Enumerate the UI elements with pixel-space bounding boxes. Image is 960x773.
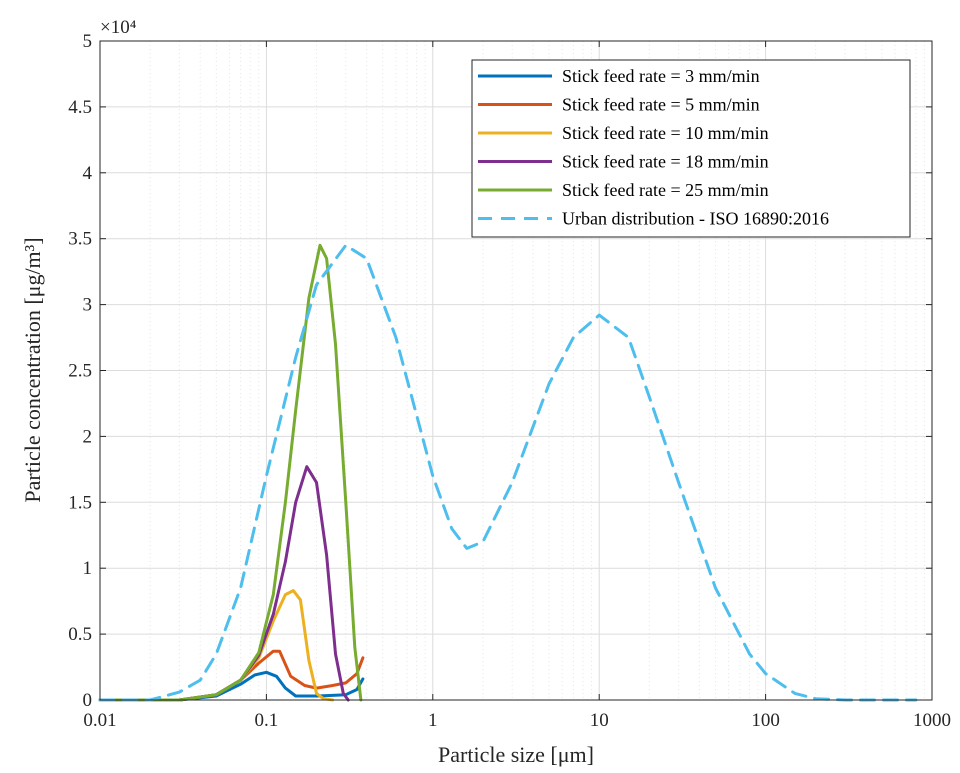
- legend-box: [471, 59, 911, 238]
- series-line-6: [98, 243, 918, 702]
- y-tick-label: 3.5: [68, 229, 92, 250]
- x-tick-label: 10: [590, 710, 609, 731]
- legend-label: Stick feed rate = 18 mm/min: [562, 152, 769, 172]
- legend: Stick feed rate = 3 mm/min Stick feed rat…: [471, 59, 911, 238]
- y-tick-label: 2: [83, 426, 93, 447]
- legend-label: Stick feed rate = 3 mm/min: [562, 66, 760, 86]
- legend-label: Stick feed rate = 5 mm/min: [562, 95, 760, 115]
- y-tick-label: 4: [83, 163, 93, 184]
- axis-ticks: 0.01 0.1 1 10 100 1000 0 0.5 1 1.5 2 2.5 3 3.5 4 4.5 5: [68, 31, 951, 731]
- legend-label: Stick feed rate = 25 mm/min: [562, 180, 769, 200]
- y-tick-label: 0: [83, 690, 93, 711]
- legend-label: Urban distribution - ISO 16890:2016: [562, 209, 829, 229]
- x-tick-label: 100: [751, 710, 780, 731]
- x-tick-label: 0.01: [83, 710, 116, 731]
- y-tick-label: 2.5: [68, 361, 92, 382]
- legend-label: Stick feed rate = 10 mm/min: [562, 123, 769, 143]
- series-lines: [98, 243, 918, 702]
- y-tick-label: 4.5: [68, 97, 92, 118]
- x-tick-label: 1: [428, 710, 438, 731]
- y-tick-label: 3: [83, 295, 93, 316]
- y-exponent-label: ×10⁴: [100, 17, 137, 38]
- y-axis-label: Particle concentration [μg/m³]: [20, 237, 45, 502]
- y-tick-label: 0.5: [68, 624, 92, 645]
- x-tick-label: 0.1: [255, 710, 279, 731]
- y-tick-label: 1: [83, 558, 93, 579]
- series-line-5: [98, 243, 363, 702]
- y-tick-label: 1.5: [68, 492, 92, 513]
- x-tick-label: 1000: [913, 710, 951, 731]
- x-axis-label: Particle size [μm]: [438, 742, 594, 767]
- y-tick-label: 5: [83, 31, 93, 52]
